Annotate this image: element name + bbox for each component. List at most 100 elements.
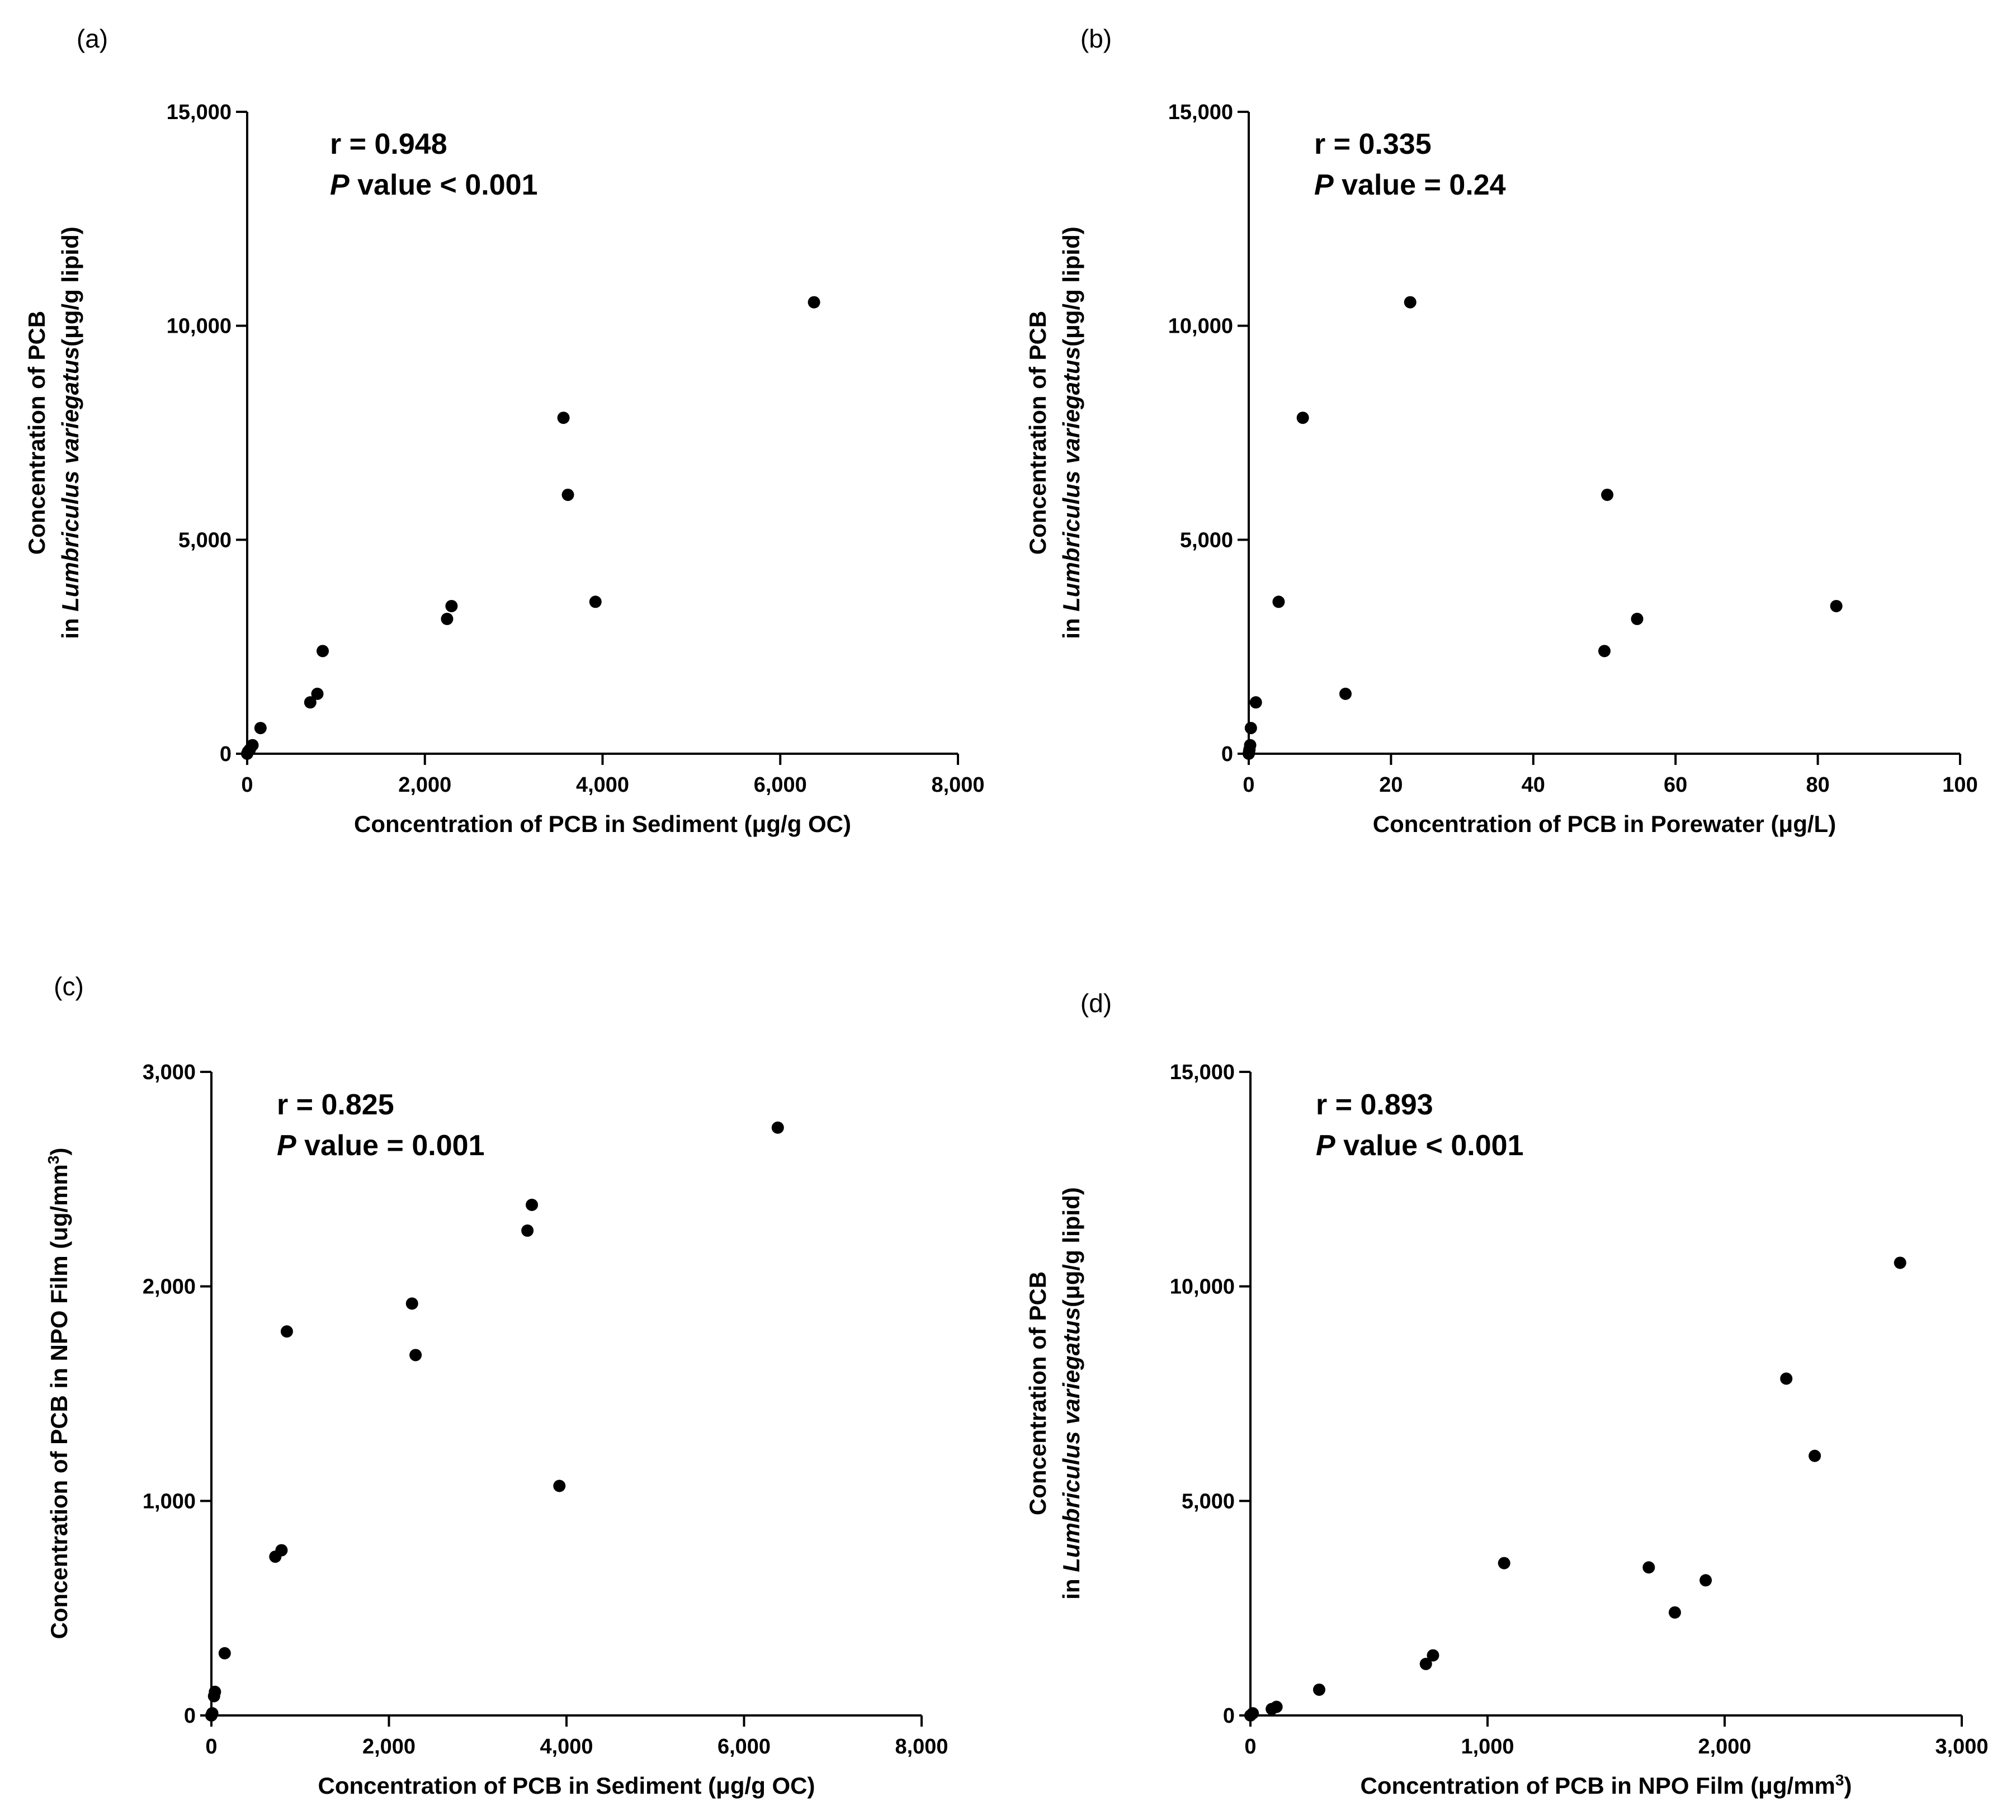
data-point bbox=[1339, 687, 1352, 700]
y-axis-title-line2: in Lumbriculus variegatus(μg/g lipid) bbox=[57, 226, 83, 639]
y-tick-label: 5,000 bbox=[1182, 1490, 1235, 1513]
y-tick-label: 10,000 bbox=[1168, 315, 1233, 338]
data-point bbox=[557, 412, 570, 424]
p-value: P value = 0.24 bbox=[1314, 169, 1506, 201]
data-point bbox=[317, 645, 329, 658]
data-point bbox=[1296, 412, 1309, 424]
p-value: P value = 0.001 bbox=[277, 1129, 485, 1162]
data-point bbox=[1266, 1703, 1278, 1715]
panel-label: (b) bbox=[1080, 24, 1112, 53]
data-point bbox=[1668, 1606, 1681, 1619]
x-tick-label: 2,000 bbox=[362, 1735, 416, 1758]
x-tick-label: 100 bbox=[1942, 773, 1977, 797]
data-point bbox=[1404, 296, 1417, 309]
data-point bbox=[1598, 645, 1611, 658]
data-point bbox=[304, 696, 317, 709]
x-tick-label: 0 bbox=[205, 1735, 217, 1758]
y-tick-label: 2,000 bbox=[143, 1275, 196, 1299]
data-point bbox=[1243, 748, 1255, 760]
y-tick-label: 15,000 bbox=[1170, 1061, 1235, 1084]
data-point bbox=[241, 748, 253, 760]
data-point bbox=[409, 1349, 422, 1362]
y-tick-label: 0 bbox=[220, 743, 232, 766]
panel-d: 0 1,000 2,000 3,000 0 5,000 10,000 15,000 (d) r =… bbox=[1024, 989, 1989, 1799]
x-tick-label: 1,000 bbox=[1461, 1735, 1514, 1758]
x-tick-label: 0 bbox=[1243, 773, 1254, 797]
panel-b: 0 20 40 60 80 100 0 5,000 10,000 15,000 (b) r = 0.3… bbox=[1024, 24, 1978, 837]
x-tick-label: 8,000 bbox=[931, 773, 984, 797]
data-point bbox=[1699, 1574, 1712, 1587]
y-axis-title-line2: in Lumbriculus variegatus(μg/g lipid) bbox=[1058, 1187, 1084, 1599]
panel-a: 0 2,000 4,000 6,000 8,000 0 5,000 10,000 15,000 (… bbox=[23, 24, 985, 837]
data-point bbox=[1244, 1709, 1257, 1722]
data-point bbox=[1809, 1449, 1821, 1462]
y-tick-label: 10,000 bbox=[167, 315, 232, 338]
data-point bbox=[445, 599, 458, 612]
p-value: P value < 0.001 bbox=[330, 169, 538, 201]
x-tick-label: 40 bbox=[1522, 773, 1545, 797]
y-tick-label: 0 bbox=[1223, 1704, 1235, 1728]
data-point bbox=[1419, 1657, 1432, 1670]
data-point bbox=[205, 1709, 218, 1722]
data-point bbox=[311, 687, 324, 700]
data-point bbox=[1780, 1372, 1793, 1385]
correlation-r: r = 0.335 bbox=[1314, 128, 1432, 160]
data-point bbox=[1498, 1557, 1510, 1570]
y-tick-label: 5,000 bbox=[1180, 528, 1233, 552]
x-tick-label: 0 bbox=[1244, 1735, 1256, 1758]
data-point bbox=[1244, 722, 1257, 735]
data-point bbox=[1894, 1256, 1906, 1269]
panel-label: (d) bbox=[1080, 989, 1112, 1018]
data-point bbox=[441, 612, 454, 625]
panel-c: 0 2,000 4,000 6,000 8,000 0 1,000 2,000 3,000 (c)… bbox=[45, 972, 948, 1799]
y-tick-label: 3,000 bbox=[143, 1061, 196, 1084]
data-point bbox=[526, 1198, 539, 1211]
data-point bbox=[561, 488, 574, 501]
y-axis-title: Concentration of PCB in NPO Film (ug/mm3… bbox=[45, 1148, 73, 1639]
data-point bbox=[280, 1325, 293, 1338]
data-point bbox=[771, 1121, 784, 1134]
data-point bbox=[405, 1297, 418, 1310]
data-point bbox=[1427, 1649, 1439, 1662]
data-point bbox=[269, 1550, 282, 1563]
y-tick-label: 10,000 bbox=[1170, 1275, 1235, 1299]
x-axis-title: Concentration of PCB in Porewater (μg/L) bbox=[1373, 811, 1836, 837]
data-point bbox=[254, 722, 267, 735]
p-value: P value < 0.001 bbox=[1316, 1129, 1524, 1162]
correlation-r: r = 0.893 bbox=[1316, 1089, 1433, 1121]
y-tick-label: 15,000 bbox=[1168, 101, 1233, 124]
data-point bbox=[1830, 599, 1843, 612]
data-point bbox=[589, 595, 602, 608]
data-point bbox=[207, 1690, 220, 1703]
data-point bbox=[1631, 612, 1644, 625]
x-tick-label: 60 bbox=[1664, 773, 1687, 797]
y-axis-title: Concentration of PCB bbox=[23, 311, 50, 555]
x-tick-label: 20 bbox=[1379, 773, 1403, 797]
x-tick-label: 4,000 bbox=[540, 1735, 593, 1758]
data-point bbox=[1312, 1683, 1325, 1696]
x-axis-title: Concentration of PCB in Sediment (μg/g O… bbox=[354, 811, 851, 837]
y-axis-title: Concentration of PCB bbox=[1024, 311, 1051, 555]
x-tick-label: 80 bbox=[1806, 773, 1829, 797]
panel-label: (a) bbox=[77, 24, 108, 53]
x-axis-title: Concentration of PCB in NPO Film (μg/mm3… bbox=[1361, 1771, 1852, 1799]
x-tick-label: 3,000 bbox=[1935, 1735, 1988, 1758]
y-tick-label: 0 bbox=[184, 1704, 196, 1728]
data-point bbox=[218, 1647, 231, 1660]
correlation-r: r = 0.825 bbox=[277, 1089, 394, 1121]
x-tick-label: 0 bbox=[241, 773, 253, 797]
data-point bbox=[521, 1224, 534, 1237]
panel-label: (c) bbox=[54, 972, 84, 1001]
x-tick-label: 2,000 bbox=[1698, 1735, 1751, 1758]
y-tick-label: 0 bbox=[1221, 743, 1233, 766]
correlation-r: r = 0.948 bbox=[330, 128, 447, 160]
y-tick-label: 1,000 bbox=[143, 1490, 196, 1513]
x-tick-label: 6,000 bbox=[717, 1735, 771, 1758]
y-tick-label: 15,000 bbox=[167, 101, 232, 124]
x-tick-label: 2,000 bbox=[398, 773, 451, 797]
y-axis-title: Concentration of PCB bbox=[1024, 1271, 1051, 1515]
x-axis-title: Concentration of PCB in Sediment (μg/g O… bbox=[318, 1772, 815, 1799]
data-point bbox=[808, 296, 820, 309]
data-point bbox=[1272, 595, 1285, 608]
